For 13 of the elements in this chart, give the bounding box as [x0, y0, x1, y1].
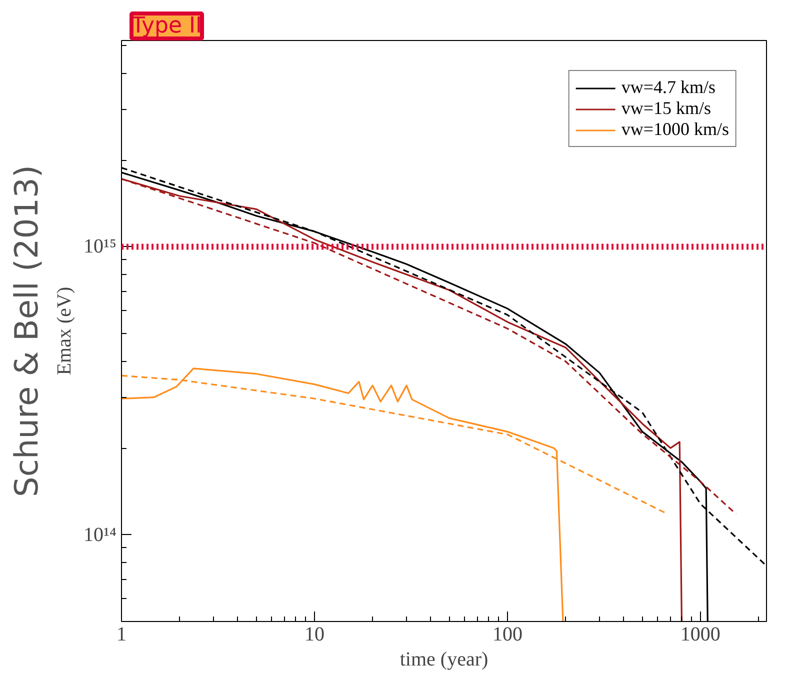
text: Schure & Bell (2013)	[8, 165, 46, 497]
x-axis-title: time (year)	[400, 648, 488, 670]
legend-label: vw=4.7 km/s	[621, 77, 716, 98]
x-tick-label: 10	[304, 624, 324, 646]
y-tick-label: 10¹⁴	[84, 524, 117, 546]
x-tick-label: 100	[492, 624, 522, 646]
legend-label: vw=1000 km/s	[621, 119, 729, 140]
y-axis-title: Emax (eV)	[54, 286, 76, 376]
legend-label: vw=15 km/s	[621, 98, 711, 119]
y-tick-label: 10¹⁵	[84, 236, 116, 258]
text: Type II	[130, 14, 202, 38]
x-tick-label: 1000	[680, 624, 720, 646]
x-tick-label: 1	[116, 624, 126, 646]
